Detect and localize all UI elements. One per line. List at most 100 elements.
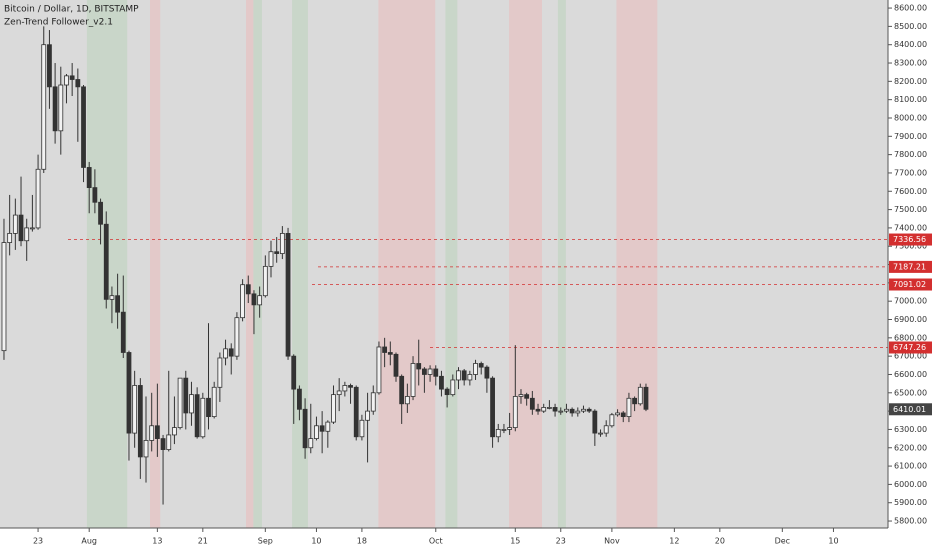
candle-body [450,379,456,396]
candle-body [228,348,234,357]
candle-body [456,370,461,381]
candle-body [109,295,115,300]
candle-body [302,408,308,449]
candle-body [183,377,189,414]
x-tick-label: 23 [33,537,43,546]
candle-body [52,86,58,132]
candle-body [416,363,422,370]
candle-body [41,44,47,170]
chart-title: Bitcoin / Dollar, 1D, BITSTAMP [4,5,139,15]
signal-zone [378,0,436,528]
plot-background [0,0,888,528]
candle-body [92,187,98,203]
candle-body [12,214,18,234]
candle-body [200,397,206,438]
candle-body [297,388,302,410]
x-tick-label: Dec [775,537,790,546]
price-label: 6747.26 [893,343,926,352]
candle-body [592,410,598,434]
y-tick-label: 8000.00 [894,113,927,122]
candle-body [433,368,439,377]
last-price-label: 6410.01 [893,405,926,414]
candle-body [7,233,13,243]
candle-body [387,352,393,355]
price-label: 7187.21 [893,262,926,271]
y-tick-label: 7300.00 [894,242,927,251]
candle-body [223,348,228,359]
candle-body [598,432,603,435]
y-tick-label: 7900.00 [894,132,927,141]
x-tick-label: 20 [715,537,725,546]
price-label: 7336.56 [893,235,926,244]
candle-body [308,438,314,449]
y-tick-label: 6300.00 [894,425,927,434]
candle-body [245,284,251,295]
x-tick-label: Aug [81,537,97,546]
y-tick-label: 6500.00 [894,388,927,397]
candle-body [24,227,30,242]
y-tick-label: 6800.00 [894,333,927,342]
candle-body [103,223,109,300]
candle-body [291,355,297,390]
y-tick-label: 7000.00 [894,297,927,306]
candle-body [376,346,382,394]
candle-body [98,201,103,225]
y-tick-label: 6200.00 [894,443,927,452]
candle-body [336,390,342,396]
candle-body [399,375,405,405]
y-tick-label: 8200.00 [894,77,927,86]
candle-body [314,425,319,439]
candle-body [546,407,552,409]
candle-body [126,352,132,434]
candle-body [166,434,172,450]
candle-body [615,412,620,416]
candle-body [240,284,245,319]
x-tick-label: 18 [357,537,367,546]
signal-zone [246,0,254,528]
candle-body [564,408,569,412]
candle-body [75,79,81,88]
candle-body [581,408,586,412]
candle-body [512,396,518,429]
y-tick-label: 7400.00 [894,223,927,232]
candle-body [160,438,166,450]
price-label-box [889,260,932,273]
signal-zone [292,0,308,528]
candle-body [143,440,149,458]
candle-body [473,363,478,375]
y-tick-label: 6100.00 [894,462,927,471]
candle-body [365,410,370,421]
x-tick-label: 13 [152,537,162,546]
y-tick-label: 8500.00 [894,22,927,31]
candle-body [410,363,416,397]
y-tick-label: 6000.00 [894,480,927,489]
candle-body [461,370,467,381]
candle-body [603,425,609,434]
candle-body [609,414,615,427]
y-tick-label: 8100.00 [894,95,927,104]
candle-body [348,385,353,388]
x-tick-label: 12 [669,537,679,546]
x-tick-label: Sep [258,537,273,546]
price-label-box [889,233,932,246]
candle-body [262,265,268,297]
candle-body [575,410,581,414]
candle-body [524,394,530,399]
candle-body [35,168,41,229]
y-tick-label: 8400.00 [894,40,927,49]
candle-body [569,408,575,414]
candle-body [439,375,444,390]
candle-body [643,386,649,410]
candle-body [620,412,626,418]
signal-zone [149,0,161,528]
signal-zone [509,0,543,528]
candle-body [359,419,365,438]
candle-body [1,242,7,352]
candle-body [279,233,285,254]
candle-body [529,397,535,410]
candle-body [421,368,427,375]
candle-body [393,353,399,377]
candle-body [586,408,592,412]
candle-body [217,357,223,388]
candle-body [251,293,257,306]
